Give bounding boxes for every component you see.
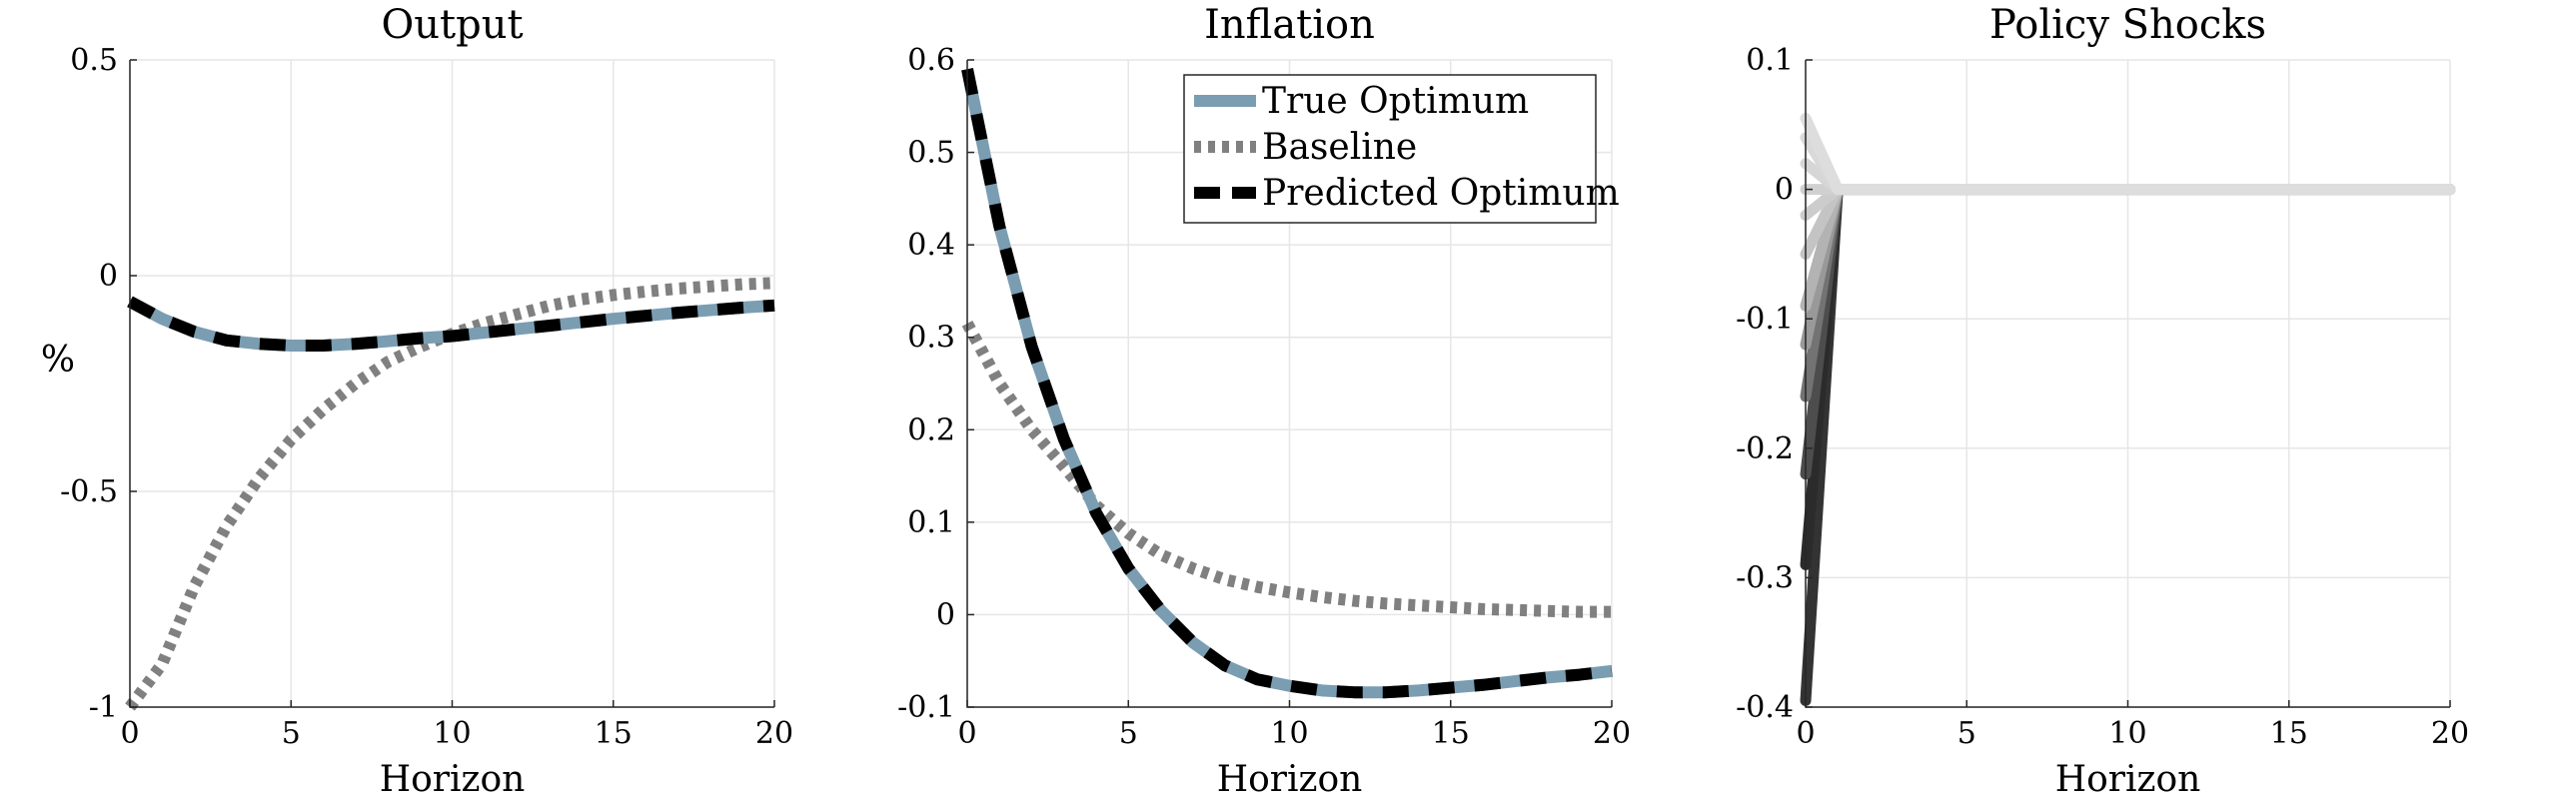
legend-entry: Predicted Optimum bbox=[1262, 173, 1620, 214]
series-line-shock-12 bbox=[1800, 112, 2456, 196]
y-tick-label: -1 bbox=[89, 690, 118, 725]
x-tick-label: 0 bbox=[120, 716, 139, 751]
chart-panel-3: 0 5 10 15 20 -0.4 -0.3 -0.2 -0.1 0 0.1 Policy Shock… bbox=[1736, 2, 2469, 795]
y-tick-label: -0.1 bbox=[1736, 302, 1794, 337]
y-tick-label: 0 bbox=[936, 597, 955, 632]
x-tick-label: 0 bbox=[1796, 716, 1815, 751]
y-axis-label: % bbox=[41, 340, 75, 381]
chart-title: Inflation bbox=[1204, 2, 1375, 48]
y-tick-label: 0.1 bbox=[1746, 43, 1794, 78]
series-line-predicted-optimum bbox=[127, 296, 775, 352]
y-tick-label: -0.2 bbox=[1736, 431, 1794, 466]
y-tick-label: 0.2 bbox=[907, 412, 955, 447]
y-tick-label: 0 bbox=[99, 259, 118, 294]
x-tick-label: 15 bbox=[1432, 716, 1470, 751]
chart-panel-1: 0 5 10 15 20 -1 -0.5 0 0.5 Output Horizon% bbox=[41, 2, 793, 795]
legend-entry: True Optimum bbox=[1262, 81, 1529, 122]
y-tick-label: -0.5 bbox=[60, 474, 118, 509]
series-line-true-optimum bbox=[961, 68, 1613, 699]
chart-panel-2: 0 5 10 15 20-0.100.10.20.30.40.50.6Inflation… bbox=[897, 2, 1631, 795]
y-tick-label: 0.5 bbox=[907, 136, 955, 171]
y-tick-label: 0.6 bbox=[907, 43, 955, 78]
y-tick-label: 0.3 bbox=[907, 321, 955, 356]
x-axis-label: Horizon bbox=[2055, 759, 2201, 795]
x-tick-label: 10 bbox=[2108, 716, 2146, 751]
x-axis-label: Horizon bbox=[1217, 759, 1363, 795]
legend-entry: Baseline bbox=[1262, 127, 1417, 168]
legend: True Optimum Baseline Predicted Optimum bbox=[1183, 74, 1620, 224]
series-line-baseline bbox=[961, 320, 1612, 618]
y-tick-label: -0.3 bbox=[1736, 560, 1794, 595]
x-tick-label: 20 bbox=[2431, 716, 2469, 751]
x-tick-label: 5 bbox=[282, 716, 301, 751]
chart-title: Output bbox=[381, 2, 523, 48]
x-tick-label: 15 bbox=[595, 716, 633, 751]
x-axis-label: Horizon bbox=[380, 759, 526, 795]
chart-title: Policy Shocks bbox=[1989, 2, 2266, 48]
y-tick-label: -0.4 bbox=[1736, 690, 1794, 725]
x-tick-label: 10 bbox=[1270, 716, 1308, 751]
x-tick-label: 0 bbox=[957, 716, 976, 751]
x-tick-label: 20 bbox=[755, 716, 793, 751]
x-tick-label: 5 bbox=[1119, 716, 1138, 751]
x-tick-label: 20 bbox=[1593, 716, 1631, 751]
y-tick-label: 0.1 bbox=[907, 505, 955, 540]
x-tick-label: 10 bbox=[433, 716, 471, 751]
y-tick-label: 0.5 bbox=[70, 43, 118, 78]
x-tick-label: 15 bbox=[2270, 716, 2308, 751]
y-tick-label: -0.1 bbox=[897, 690, 955, 725]
x-tick-label: 5 bbox=[1957, 716, 1976, 751]
y-tick-label: 0 bbox=[1775, 173, 1794, 208]
y-tick-label: 0.4 bbox=[907, 228, 955, 263]
